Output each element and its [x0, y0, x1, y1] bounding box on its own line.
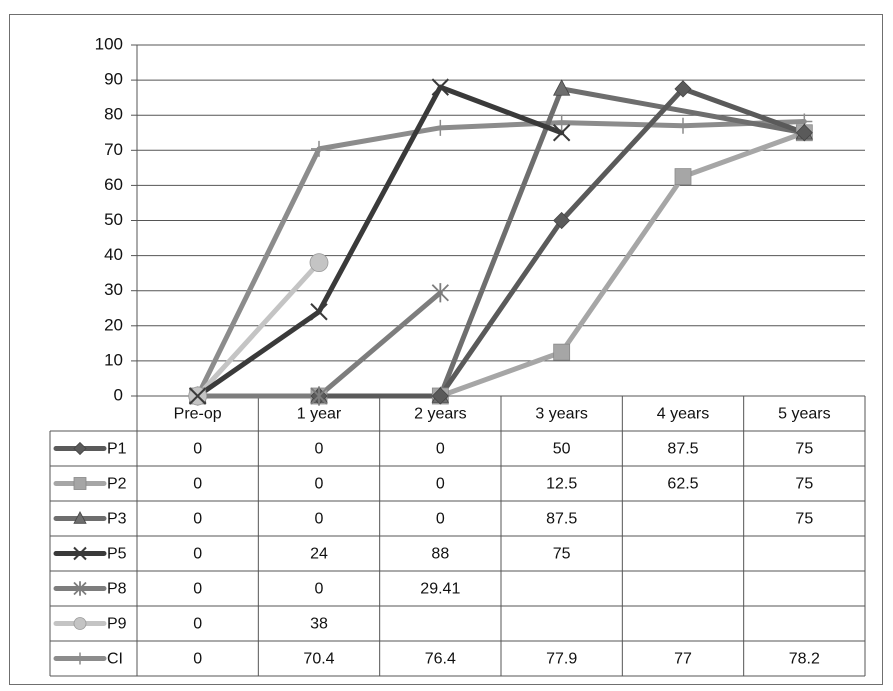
x-category-label: 2 years	[414, 406, 466, 423]
table-cell-value: 12.5	[546, 476, 577, 493]
y-tick-label: 60	[104, 175, 123, 194]
legend-label: P2	[107, 476, 127, 493]
data-point-p3	[553, 79, 571, 96]
legend-key-marker	[73, 581, 87, 596]
x-category-label: 1 year	[297, 406, 342, 423]
table-cell-value: 87.5	[667, 441, 698, 458]
data-point-ci	[311, 140, 327, 157]
table-cell-value: 0	[315, 476, 324, 493]
table-cell-value: 88	[431, 546, 449, 563]
y-tick-label: 100	[95, 34, 123, 53]
table-cell-value: 0	[436, 511, 445, 528]
legend-key-marker	[73, 511, 87, 524]
table-cell-value: 77	[674, 651, 692, 668]
table-cell-value: 0	[193, 651, 202, 668]
y-tick-label: 50	[104, 210, 123, 229]
table-cell-value: 50	[553, 441, 571, 458]
y-tick-label: 80	[104, 105, 123, 124]
table-cell-value: 75	[795, 476, 813, 493]
y-tick-label: 30	[104, 280, 123, 299]
table-cell-value: 75	[795, 441, 813, 458]
y-tick-label: 20	[104, 315, 123, 334]
table-cell-value: 75	[553, 546, 571, 563]
series-line-p9	[195, 260, 322, 399]
series-line-p2	[195, 130, 807, 399]
data-point-ci	[553, 114, 570, 131]
data-point-p1	[674, 80, 692, 98]
table-cell-value: 76.4	[425, 651, 456, 668]
legend-key-marker	[73, 477, 87, 490]
legend-key-marker	[73, 441, 87, 456]
chart-frame	[9, 14, 883, 685]
table-cell-value: 62.5	[667, 476, 698, 493]
data-point-p1	[795, 124, 813, 142]
data-point-ci	[432, 119, 449, 136]
data-point-p1	[553, 211, 571, 230]
data-point-p8	[431, 283, 449, 303]
table-cell-value: 0	[193, 476, 202, 493]
table-cell-value: 29.41	[420, 581, 460, 598]
table-cell-value: 70.4	[303, 651, 334, 668]
data-point-ci	[675, 117, 691, 134]
legend-key-marker	[73, 617, 87, 630]
table-cell-value: 38	[310, 616, 328, 633]
legend-key-marker	[74, 652, 86, 665]
data-point-p5	[188, 387, 207, 405]
legend-label: P8	[107, 581, 127, 598]
data-point-p8	[310, 386, 328, 406]
table-cell-value: 75	[795, 511, 813, 528]
table-cell-value: 78.2	[789, 651, 820, 668]
table-cell-value: 0	[436, 476, 445, 493]
table-cell-value: 77.9	[546, 651, 577, 668]
x-category-label: Pre-op	[174, 406, 222, 423]
legend-label: CI	[107, 651, 123, 668]
table-cell-value: 0	[193, 441, 202, 458]
legend-label: P5	[107, 546, 127, 563]
y-tick-label: 10	[104, 350, 123, 369]
table-cell-value: 0	[315, 441, 324, 458]
y-tick-label: 40	[104, 245, 123, 264]
data-point-p5	[552, 124, 571, 142]
table-cell-value: 0	[193, 546, 202, 563]
x-category-label: 3 years	[535, 406, 587, 423]
series-line-p3	[195, 86, 807, 399]
data-point-p2	[553, 343, 571, 361]
table-cell-value: 87.5	[546, 511, 577, 528]
x-category-label: 4 years	[657, 406, 709, 423]
data-point-p5	[310, 303, 328, 321]
series-line-ci	[195, 119, 807, 399]
table-cell-value: 0	[315, 511, 324, 528]
data-point-p5	[431, 78, 450, 96]
table-cell-value: 24	[310, 546, 328, 563]
table-cell-value: 0	[315, 581, 324, 598]
data-point-p1	[431, 387, 449, 405]
legend-label: P3	[107, 511, 127, 528]
y-tick-label: 70	[104, 140, 123, 159]
data-point-p2	[674, 168, 692, 186]
legend-key-marker	[73, 546, 87, 561]
y-tick-label: 90	[104, 70, 123, 89]
y-tick-label: 0	[114, 385, 123, 404]
legend-label: P9	[107, 616, 127, 633]
table-cell-value: 0	[193, 581, 202, 598]
table-cell-value: 0	[193, 616, 202, 633]
legend-label: P1	[107, 441, 127, 458]
table-cell-value: 0	[193, 511, 202, 528]
x-category-label: 5 years	[778, 406, 830, 423]
table-cell-value: 0	[436, 441, 445, 458]
data-point-p9	[309, 253, 329, 273]
series-line-p5	[195, 84, 565, 399]
